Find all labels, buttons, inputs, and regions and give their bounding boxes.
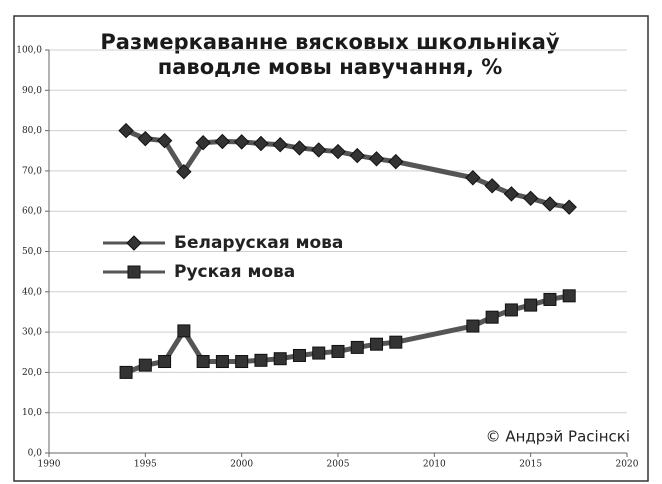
marker [331, 344, 345, 358]
marker [215, 355, 229, 369]
marker [292, 348, 306, 362]
marker [503, 186, 520, 202]
marker [388, 153, 404, 170]
marker [485, 310, 499, 324]
marker [127, 265, 141, 279]
marker [156, 132, 173, 149]
marker [119, 365, 133, 379]
x-tick-label: 2000 [230, 460, 253, 470]
y-tick-label: 0,0 [28, 449, 43, 459]
y-tick-label: 30,0 [22, 328, 42, 338]
marker [196, 355, 210, 369]
x-tick-label: 2010 [423, 460, 446, 470]
annotation: © Андрэй Расінскі [486, 428, 630, 446]
legend-entry: Руская мова [103, 262, 295, 282]
y-tick-label: 60,0 [22, 207, 42, 217]
marker [272, 136, 288, 153]
frame [13, 15, 649, 482]
chart-title: паводле мовы навучання, % [158, 55, 503, 79]
marker [484, 178, 500, 194]
x-tick-label: 2020 [616, 460, 639, 470]
marker [389, 335, 403, 349]
y-tick-label: 70,0 [22, 166, 42, 176]
y-tick-label: 80,0 [22, 126, 42, 136]
marker [158, 355, 172, 369]
x-tick-label: 2005 [327, 460, 350, 470]
marker [138, 358, 152, 372]
marker [311, 142, 327, 158]
marker [349, 147, 365, 164]
y-tick-label: 90,0 [22, 86, 42, 96]
legend-label: Руская мова [174, 262, 295, 282]
marker [233, 134, 250, 150]
y-tick-label: 50,0 [22, 247, 42, 257]
x-tick-label: 1990 [38, 460, 61, 470]
y-tick-label: 100,0 [16, 46, 42, 56]
marker [176, 163, 192, 180]
marker [235, 355, 249, 369]
legend-entry: Беларуская мова [103, 233, 343, 253]
marker [253, 135, 269, 152]
y-tick-label: 20,0 [22, 368, 42, 378]
marker [350, 340, 364, 354]
marker [291, 140, 308, 156]
marker [126, 235, 142, 251]
marker [561, 199, 577, 215]
marker [543, 292, 557, 306]
marker [370, 337, 384, 351]
marker [214, 133, 231, 150]
marker [466, 319, 480, 333]
marker [368, 151, 385, 167]
marker [330, 143, 346, 160]
y-tick-label: 40,0 [22, 287, 42, 297]
y-tick-label: 10,0 [22, 408, 42, 418]
x-tick-label: 2015 [519, 460, 542, 470]
marker [273, 352, 287, 366]
marker [465, 170, 481, 186]
x-tick-label: 1995 [134, 460, 157, 470]
marker [118, 122, 134, 139]
marker [504, 303, 518, 317]
marker [177, 324, 191, 338]
marker [524, 298, 538, 312]
marker [522, 190, 539, 207]
marker [542, 196, 558, 212]
marker [195, 134, 211, 151]
legend-label: Беларуская мова [174, 233, 343, 253]
marker [254, 353, 268, 367]
marker [312, 346, 326, 360]
marker [562, 289, 576, 303]
marker [137, 130, 154, 147]
